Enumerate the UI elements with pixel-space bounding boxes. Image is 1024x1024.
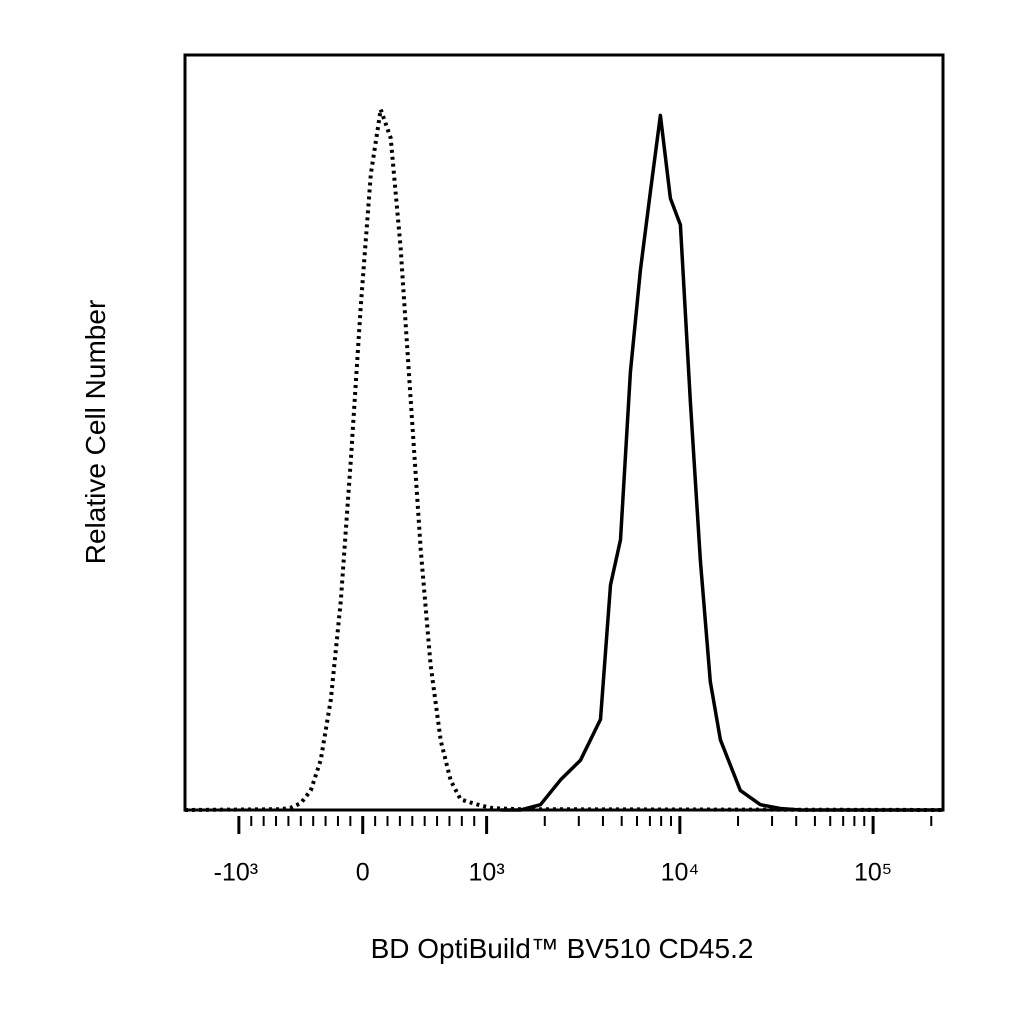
y-axis-label: Relative Cell Number [80, 300, 111, 565]
plot-frame [183, 53, 945, 812]
x-tick-label: 0 [356, 859, 370, 887]
x-tick-label: 10⁴ [661, 859, 700, 887]
x-tick-label: 10³ [469, 859, 505, 887]
x-tick-label: -10³ [214, 859, 258, 887]
histogram-curve [500, 113, 943, 812]
x-axis-label: BD OptiBuild™ BV510 CD45.2 [371, 933, 754, 964]
x-tick-label: 10⁵ [854, 859, 892, 887]
histogram-curve [184, 107, 944, 812]
